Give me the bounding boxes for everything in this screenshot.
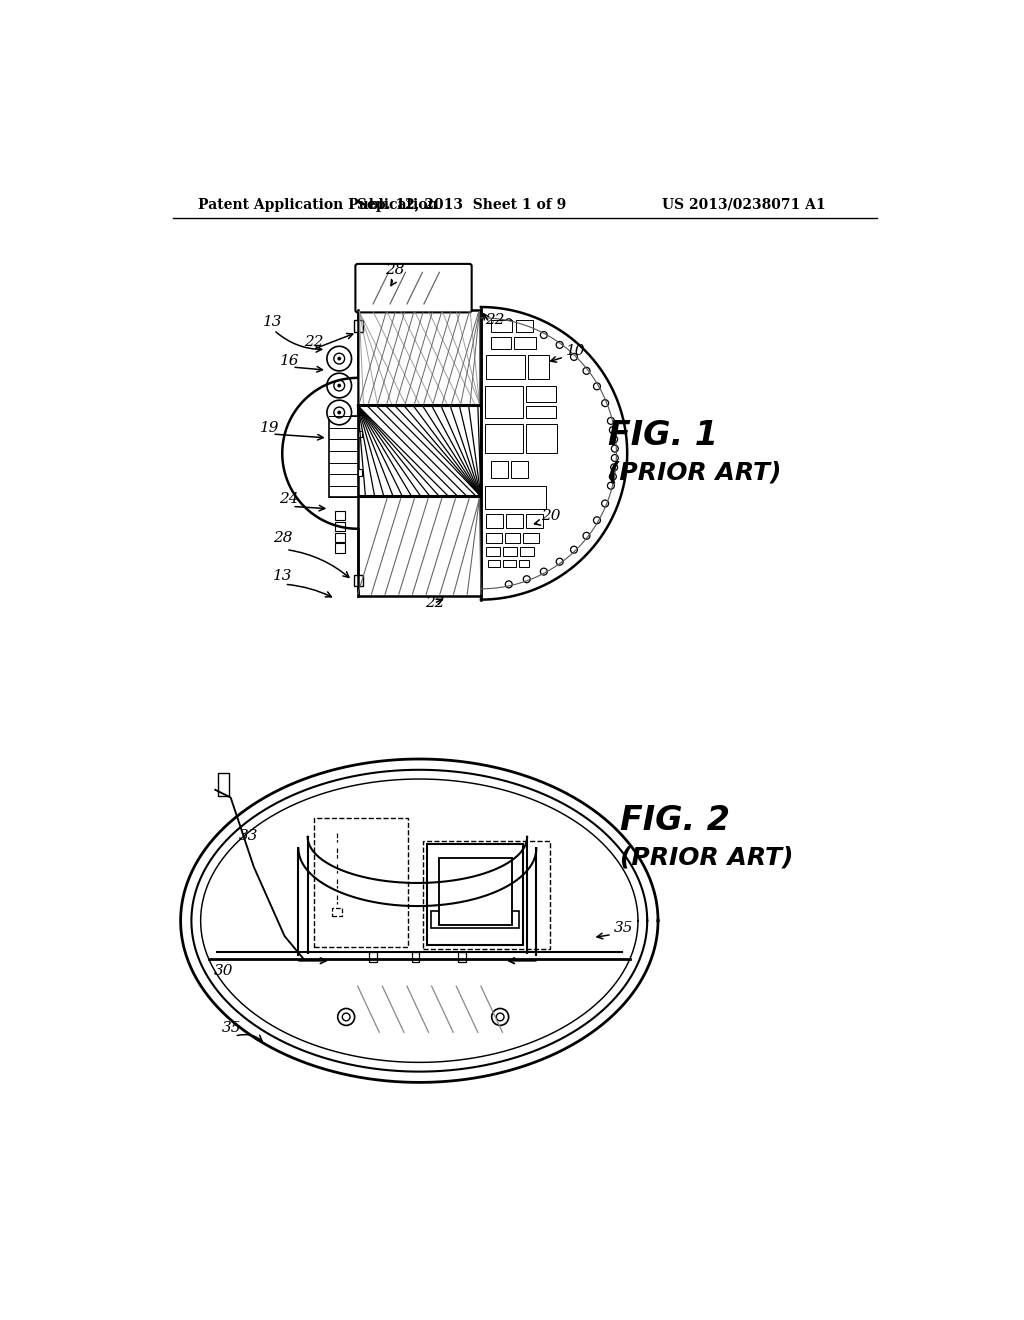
Text: 13: 13: [263, 315, 283, 329]
Bar: [412, 952, 419, 961]
Bar: [484, 486, 547, 508]
Circle shape: [327, 374, 351, 397]
Text: Patent Application Publication: Patent Application Publication: [199, 198, 438, 211]
Bar: [357, 470, 361, 475]
Bar: [526, 385, 556, 403]
Text: 30: 30: [214, 964, 233, 978]
Text: 24: 24: [280, 492, 299, 507]
Bar: [427, 845, 523, 945]
Bar: [406, 304, 416, 310]
Bar: [486, 548, 500, 557]
Bar: [526, 513, 544, 528]
Text: (PRIOR ART): (PRIOR ART): [608, 461, 781, 484]
Bar: [486, 355, 524, 379]
Bar: [330, 416, 357, 498]
Bar: [218, 774, 229, 796]
Bar: [511, 461, 528, 478]
Text: 16: 16: [280, 354, 299, 368]
Bar: [506, 513, 523, 528]
Text: FIG. 1: FIG. 1: [608, 420, 718, 453]
Text: 10: 10: [565, 343, 585, 358]
Bar: [487, 560, 500, 568]
Text: 28: 28: [385, 263, 404, 277]
Bar: [333, 908, 342, 916]
Bar: [505, 533, 520, 544]
Bar: [528, 355, 550, 379]
Text: 22: 22: [304, 334, 324, 348]
Bar: [357, 432, 361, 437]
Bar: [515, 321, 532, 333]
Bar: [490, 321, 512, 333]
Bar: [526, 424, 557, 453]
FancyBboxPatch shape: [355, 264, 472, 313]
Text: 35: 35: [221, 1022, 241, 1035]
Bar: [313, 817, 408, 946]
Circle shape: [492, 1008, 509, 1026]
Bar: [520, 548, 535, 557]
Circle shape: [327, 400, 351, 425]
Bar: [335, 521, 345, 531]
Bar: [503, 560, 515, 568]
Bar: [431, 911, 519, 928]
Bar: [484, 385, 523, 418]
Bar: [357, 405, 481, 496]
Circle shape: [338, 1008, 354, 1026]
Bar: [458, 952, 466, 961]
Circle shape: [337, 356, 341, 360]
Text: Sep. 12, 2013  Sheet 1 of 9: Sep. 12, 2013 Sheet 1 of 9: [357, 198, 566, 211]
Text: 19: 19: [260, 421, 280, 434]
Text: 20: 20: [541, 510, 560, 523]
Bar: [357, 310, 481, 595]
Bar: [484, 424, 523, 453]
Bar: [486, 533, 502, 544]
Bar: [370, 952, 377, 961]
Bar: [526, 405, 556, 418]
Bar: [486, 513, 503, 528]
Text: US 2013/0238071 A1: US 2013/0238071 A1: [662, 198, 825, 211]
Text: (PRIOR ART): (PRIOR ART): [620, 846, 793, 870]
Bar: [490, 337, 511, 350]
Circle shape: [327, 346, 351, 371]
Circle shape: [337, 411, 341, 414]
Circle shape: [337, 384, 341, 388]
Text: 22: 22: [484, 313, 504, 327]
Text: 35: 35: [614, 921, 634, 936]
Bar: [490, 461, 508, 478]
Bar: [423, 841, 550, 949]
Text: 13: 13: [273, 569, 293, 583]
Bar: [423, 304, 433, 310]
Bar: [335, 544, 345, 553]
Bar: [514, 337, 536, 350]
Bar: [523, 533, 539, 544]
Text: 33: 33: [239, 829, 258, 843]
Text: FIG. 2: FIG. 2: [620, 804, 729, 837]
Bar: [438, 858, 512, 925]
Bar: [335, 533, 345, 543]
Bar: [335, 511, 345, 520]
Text: 22: 22: [425, 597, 445, 610]
Bar: [518, 560, 529, 568]
Bar: [354, 576, 364, 586]
Bar: [503, 548, 517, 557]
Text: 28: 28: [273, 531, 293, 545]
Bar: [354, 321, 364, 331]
